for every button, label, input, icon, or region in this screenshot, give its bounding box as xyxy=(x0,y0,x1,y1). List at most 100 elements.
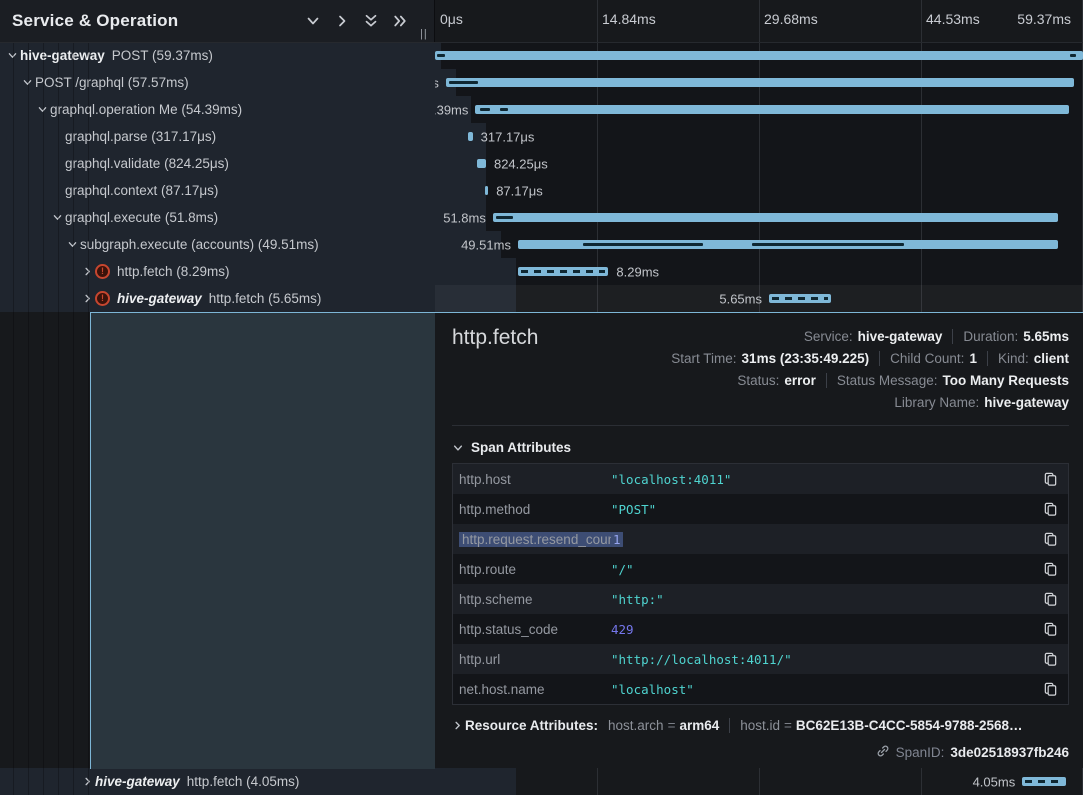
copy-icon[interactable] xyxy=(1032,591,1068,607)
link-icon[interactable] xyxy=(876,744,890,761)
attribute-key: http.scheme xyxy=(453,592,611,607)
bar-duration-label: 8.29ms xyxy=(616,264,659,279)
attribute-row[interactable]: http.url"http://localhost:4011/" xyxy=(453,644,1068,674)
attribute-value: "localhost:4011" xyxy=(611,472,1032,487)
span-duration-bar[interactable] xyxy=(769,294,831,303)
span-tree-cell[interactable]: graphql.execute (51.8ms) xyxy=(0,204,486,231)
span-row[interactable]: graphql.operation Me (54.39ms)54.39ms xyxy=(0,96,1083,123)
attribute-row[interactable]: http.scheme"http:" xyxy=(453,584,1068,614)
span-service-name: hive-gateway xyxy=(20,48,105,63)
span-tree-cell[interactable]: graphql.operation Me (54.39ms) xyxy=(0,96,471,123)
copy-icon[interactable] xyxy=(1032,681,1068,697)
span-row[interactable]: hive-gatewayPOST (59.37ms) xyxy=(0,42,1083,69)
resource-attributes-row[interactable]: Resource Attributes:host.arch=arm64host.… xyxy=(452,718,1069,733)
span-tree-cell[interactable]: hive-gatewayPOST (59.37ms) xyxy=(0,42,441,69)
attribute-key: http.url xyxy=(453,652,611,667)
attribute-row[interactable]: http.status_code429 xyxy=(453,614,1068,644)
chevron-down-icon[interactable] xyxy=(37,104,50,115)
chevron-down-icon[interactable] xyxy=(22,77,35,88)
span-attributes-header[interactable]: Span Attributes xyxy=(452,440,1069,455)
self-time-segment xyxy=(480,108,490,111)
span-duration-bar[interactable] xyxy=(493,213,1058,222)
span-row[interactable]: graphql.context (87.17μs)87.17μs xyxy=(0,177,1083,204)
timeline-tick-label: 29.68ms xyxy=(764,11,818,27)
span-timeline-cell[interactable]: 57.57ms xyxy=(435,69,1083,96)
copy-icon[interactable] xyxy=(1032,501,1068,517)
span-operation-label: http.fetch (4.05ms) xyxy=(187,774,300,789)
span-timeline-cell[interactable]: 8.29ms xyxy=(435,258,1083,285)
span-duration-bar[interactable] xyxy=(1022,777,1066,786)
chevron-right-icon[interactable] xyxy=(82,293,95,304)
attribute-row[interactable]: http.host"localhost:4011" xyxy=(453,464,1068,494)
copy-icon[interactable] xyxy=(1032,651,1068,667)
span-row[interactable]: POST /graphql (57.57ms)57.57ms xyxy=(0,69,1083,96)
span-duration-bar[interactable] xyxy=(518,267,608,276)
span-timeline-cell[interactable]: 49.51ms xyxy=(435,231,1083,258)
span-meta-line: Status:errorStatus Message:Too Many Requ… xyxy=(671,369,1069,391)
span-row[interactable]: graphql.validate (824.25μs)824.25μs xyxy=(0,150,1083,177)
span-row[interactable]: hive-gatewayhttp.fetch (4.05ms)4.05ms xyxy=(0,768,1083,795)
span-tree-cell[interactable]: graphql.parse (317.17μs) xyxy=(0,123,486,150)
meta-label: Service: xyxy=(804,329,853,344)
span-tree-cell[interactable]: graphql.context (87.17μs) xyxy=(0,177,486,204)
span-row[interactable]: graphql.parse (317.17μs)317.17μs xyxy=(0,123,1083,150)
span-row[interactable]: subgraph.execute (accounts) (49.51ms)49.… xyxy=(0,231,1083,258)
span-timeline-cell[interactable]: 51.8ms xyxy=(435,204,1083,231)
panel-resize-handle[interactable]: || xyxy=(420,28,428,40)
span-tree-cell[interactable]: graphql.validate (824.25μs) xyxy=(0,150,486,177)
top-header: Service & Operation || 0μs14.84ms29.68ms… xyxy=(0,0,1083,43)
attribute-value: 1 xyxy=(611,532,1032,547)
chevron-right-icon[interactable] xyxy=(334,13,350,29)
resource-key: host.arch xyxy=(608,718,664,733)
span-timeline-cell[interactable]: 87.17μs xyxy=(435,177,1083,204)
chevron-down-icon[interactable] xyxy=(305,13,321,29)
copy-icon[interactable] xyxy=(1032,561,1068,577)
span-duration-bar[interactable] xyxy=(477,159,486,168)
tree-panel-title: Service & Operation xyxy=(12,0,178,42)
meta-value: Too Many Requests xyxy=(942,373,1069,388)
timeline-tick-label: 59.37ms xyxy=(1017,11,1071,27)
span-duration-bar[interactable] xyxy=(446,78,1074,87)
resource-value: arm64 xyxy=(679,718,719,733)
span-timeline-cell[interactable]: 5.65ms xyxy=(435,285,1083,312)
chevron-down-icon[interactable] xyxy=(7,50,20,61)
span-duration-bar[interactable] xyxy=(475,105,1069,114)
span-row[interactable]: !http.fetch (8.29ms)8.29ms xyxy=(0,258,1083,285)
chevron-right-icon[interactable] xyxy=(82,776,95,787)
span-timeline-cell[interactable] xyxy=(435,42,1083,69)
span-timeline-cell[interactable]: 54.39ms xyxy=(435,96,1083,123)
span-row[interactable]: !hive-gatewayhttp.fetch (5.65ms)5.65ms xyxy=(0,285,1083,312)
attribute-row[interactable]: http.route"/" xyxy=(453,554,1068,584)
copy-icon[interactable] xyxy=(1032,471,1068,487)
span-detail-header: http.fetch Service:hive-gatewayDuration:… xyxy=(452,313,1069,426)
meta-value: hive-gateway xyxy=(858,329,943,344)
attribute-row[interactable]: http.request.resend_count1 xyxy=(453,524,1068,554)
copy-icon[interactable] xyxy=(1032,531,1068,547)
chevrons-right-icon[interactable] xyxy=(392,13,408,29)
span-duration-bar[interactable] xyxy=(485,186,488,195)
meta-value: 1 xyxy=(969,351,977,366)
self-time-segment xyxy=(437,54,445,57)
attribute-row[interactable]: http.method"POST" xyxy=(453,494,1068,524)
self-time-segment xyxy=(449,81,477,84)
chevron-right-icon[interactable] xyxy=(82,266,95,277)
span-meta-line: Library Name:hive-gateway xyxy=(671,391,1069,413)
span-timeline-cell[interactable]: 4.05ms xyxy=(435,768,1083,795)
span-timeline-cell[interactable]: 317.17μs xyxy=(435,123,1083,150)
meta-label: Status: xyxy=(737,373,779,388)
span-tree-cell[interactable]: POST /graphql (57.57ms) xyxy=(0,69,456,96)
span-duration-bar[interactable] xyxy=(468,132,473,141)
copy-icon[interactable] xyxy=(1032,621,1068,637)
chevron-down-icon[interactable] xyxy=(52,212,65,223)
attribute-row[interactable]: net.host.name"localhost" xyxy=(453,674,1068,704)
span-timeline-cell[interactable]: 824.25μs xyxy=(435,150,1083,177)
chevrons-down-icon[interactable] xyxy=(363,13,379,29)
meta-label: Child Count: xyxy=(890,351,964,366)
span-duration-bar[interactable] xyxy=(435,51,1083,60)
span-duration-bar[interactable] xyxy=(518,240,1058,249)
attribute-value: "http:" xyxy=(611,592,1032,607)
chevron-down-icon[interactable] xyxy=(67,239,80,250)
span-meta-line: Start Time:31ms (23:35:49.225)Child Coun… xyxy=(671,347,1069,369)
span-tree-cell[interactable]: subgraph.execute (accounts) (49.51ms) xyxy=(0,231,501,258)
span-row[interactable]: graphql.execute (51.8ms)51.8ms xyxy=(0,204,1083,231)
